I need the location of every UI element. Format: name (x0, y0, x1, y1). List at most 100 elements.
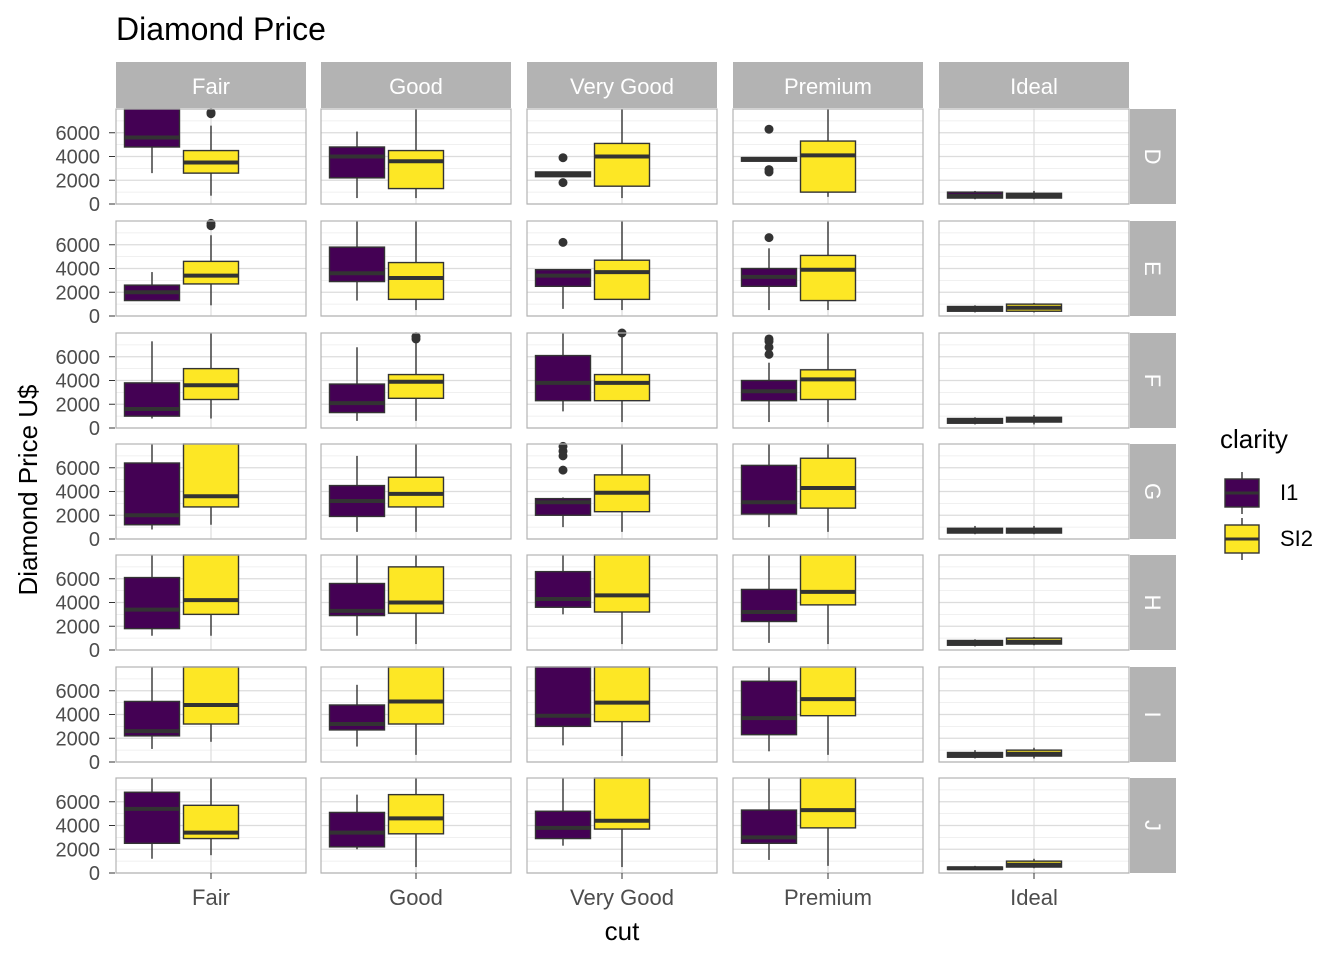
panel-border (732, 666, 924, 763)
box-si2 (1005, 747, 1063, 759)
outlier-point (206, 218, 216, 228)
panel-good-f (320, 332, 512, 429)
row-strip-j: J (1130, 778, 1176, 873)
box-body (182, 260, 240, 285)
panel-border (732, 332, 924, 429)
box-i1 (740, 334, 798, 423)
box-i1 (534, 555, 592, 615)
box-si2 (799, 333, 857, 423)
y-tick-label: 2000 (56, 839, 101, 861)
box-body (328, 704, 386, 731)
panel-fair-d (115, 108, 307, 205)
panel-border (115, 332, 307, 429)
panel-border (526, 666, 718, 763)
outlier-point (764, 349, 774, 359)
panel-good-i (320, 666, 512, 763)
row-strip-background (1130, 555, 1176, 650)
box-i1 (123, 778, 181, 859)
y-axis-label: Diamond Price U$ (13, 384, 43, 596)
box-body (799, 254, 857, 302)
panel-border (320, 220, 512, 317)
box-body (123, 382, 181, 417)
panel-border (115, 108, 307, 205)
box-body (387, 149, 445, 190)
box-i1 (740, 667, 798, 752)
box-si2 (182, 443, 240, 525)
box-body (740, 464, 798, 515)
panel-border (320, 332, 512, 429)
panel-border (732, 108, 924, 205)
panel-border (115, 220, 307, 317)
panel-border (732, 554, 924, 651)
legend: clarity I1 SI2 (1219, 424, 1313, 562)
legend-key-label: I1 (1280, 480, 1298, 505)
y-tick-label: 4000 (56, 705, 101, 727)
chart-title: Diamond Price (116, 11, 326, 47)
y-tick-label: 4000 (56, 816, 101, 838)
box-si2 (799, 444, 857, 532)
box-body (534, 570, 592, 608)
panel-border (526, 220, 718, 317)
box-body (593, 259, 651, 301)
panel-border (732, 443, 924, 540)
box-i1 (534, 441, 592, 528)
col-strip-label: Ideal (1010, 74, 1058, 99)
box-i1 (328, 794, 386, 850)
y-tick-label: 4000 (56, 371, 101, 393)
panel-border (526, 554, 718, 651)
panel-ideal-d (938, 108, 1130, 205)
box-si2 (387, 778, 445, 868)
box-i1 (534, 237, 592, 309)
row-strip-label: F (1140, 374, 1165, 387)
outlier-point (206, 108, 216, 118)
outlier-point (764, 124, 774, 134)
box-si2 (593, 554, 651, 645)
row-strip-label: D (1140, 149, 1165, 165)
y-tick-label: 6000 (56, 681, 101, 703)
box-body (740, 588, 798, 623)
row-strip-label: G (1140, 483, 1165, 500)
box-i1 (328, 221, 386, 301)
y-tick-label: 0 (89, 640, 100, 662)
row-strip-background (1130, 444, 1176, 539)
box-i1 (946, 190, 1004, 200)
box-body (799, 554, 857, 606)
panel-fair-e (115, 218, 307, 317)
y-tick-label: 2000 (56, 728, 101, 750)
row-strip-background (1130, 221, 1176, 316)
panel-very-good-i (526, 666, 718, 763)
panel-border (938, 554, 1130, 651)
col-strip-background (116, 62, 306, 108)
panel-fair-h (115, 554, 307, 651)
panel-very-good-j (526, 777, 718, 874)
row-strips: D E F G H I J (1130, 109, 1176, 873)
box-body (799, 457, 857, 509)
outlier-point (558, 237, 568, 247)
panel-very-good-f (526, 328, 718, 429)
col-strip-background (321, 62, 511, 108)
panel-border (115, 554, 307, 651)
column-strips: Fair Good Very Good Premium Ideal (116, 62, 1129, 108)
box-body (799, 140, 857, 193)
y-tick-label: 2000 (56, 170, 101, 192)
panel-premium-h (732, 554, 924, 651)
box-si2 (182, 333, 240, 419)
panel-very-good-g (526, 441, 718, 540)
outlier-point (558, 178, 568, 188)
legend-key-si2: SI2 (1219, 516, 1313, 562)
panel-premium-d (732, 108, 924, 205)
box-body (593, 142, 651, 187)
x-tick-labels: Fair Good Very Good Premium Ideal (192, 873, 1058, 910)
col-strip-label: Fair (192, 74, 230, 99)
x-tick-label: Ideal (1010, 885, 1058, 910)
box-i1 (123, 555, 181, 636)
col-strip-premium: Premium (733, 62, 923, 108)
box-i1 (740, 444, 798, 528)
panel-premium-j (732, 777, 924, 874)
panel-border (526, 443, 718, 540)
panel-very-good-e (526, 220, 718, 317)
panel-good-g (320, 443, 512, 540)
col-strip-fair: Fair (116, 62, 306, 108)
box-si2 (1005, 190, 1063, 200)
